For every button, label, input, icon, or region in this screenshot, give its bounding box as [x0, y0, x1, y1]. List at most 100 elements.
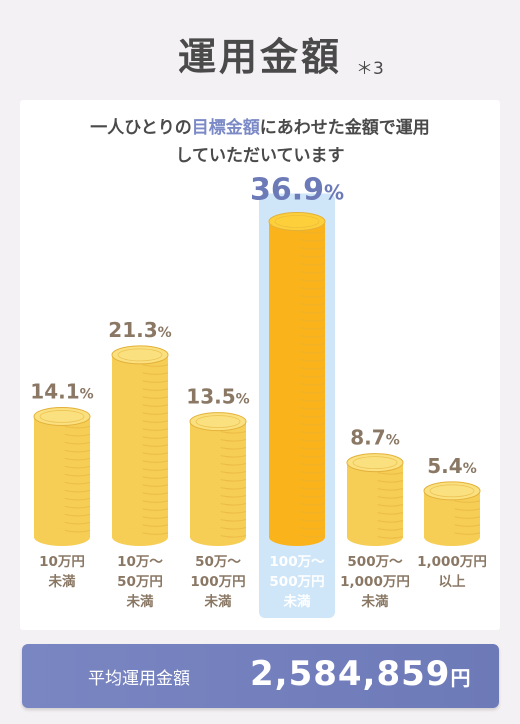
coin-edge-line [299, 367, 326, 370]
data-label-3: 36.9% [250, 173, 344, 208]
coin-edge-line [142, 460, 169, 463]
coin-edge-line [220, 511, 247, 514]
page-title: 運用金額 [0, 26, 520, 81]
coin-edge-line [142, 492, 169, 495]
data-label-value: 5.4 [427, 454, 462, 478]
coin-edge-line [142, 468, 169, 471]
coin-edge-line [377, 520, 404, 523]
coin-edge-line [299, 431, 326, 434]
category-label-1: 未満 [127, 593, 154, 610]
coin-edge-line [299, 415, 326, 418]
coin-edge-line [142, 524, 169, 527]
category-label-0: 10万円 [39, 554, 85, 570]
coin-edge-line [299, 343, 326, 346]
data-label-5: 5.4% [427, 454, 476, 478]
coin-edge-line [299, 295, 326, 298]
coin-edge-line [142, 452, 169, 455]
coin-edge-line [299, 247, 326, 250]
coin-edge-line [142, 372, 169, 375]
coin-edge-line [299, 407, 326, 410]
data-label-unit: % [324, 181, 344, 205]
coin-edge-line [299, 375, 326, 378]
coin-edge-line [220, 439, 247, 442]
coin-stack-top-ring-0 [39, 410, 85, 423]
coin-edge-line [299, 399, 326, 402]
coin-edge-line [299, 303, 326, 306]
coin-edge-line [64, 481, 91, 485]
coin-stack-2 [190, 421, 246, 537]
coin-edge-line [299, 503, 326, 506]
coin-edge-line [377, 512, 404, 515]
category-label-4: 500万〜 [347, 554, 403, 570]
category-label-3: 100万〜 [269, 554, 325, 570]
subtitle-highlight: 目標金額 [191, 118, 260, 138]
coin-edge-line [64, 497, 91, 501]
coin-edge-line [299, 359, 326, 362]
coin-edge-line [64, 449, 91, 453]
footnote-marker: ＊3 [356, 59, 384, 79]
coin-edge-line [142, 388, 169, 391]
data-label-value: 13.5 [186, 385, 235, 409]
coin-edge-line [64, 489, 91, 493]
data-label-value: 8.7 [350, 426, 385, 450]
coin-edge-line [299, 423, 326, 426]
data-label-value: 36.9 [250, 173, 324, 208]
coin-edge-line [299, 351, 326, 354]
coin-edge-line [299, 463, 326, 466]
category-label-3: 未満 [284, 593, 311, 610]
coin-edge-line [142, 380, 169, 383]
coin-edge-line [299, 535, 326, 538]
coin-edge-line [299, 391, 326, 394]
subtitle-text-post: にあわせた金額で運用 [259, 118, 430, 138]
coin-edge-line [299, 487, 326, 490]
coin-edge-line [64, 513, 91, 517]
coin-edge-line [299, 319, 326, 322]
coin-stack-base-4 [347, 528, 403, 546]
coin-stack-top-ring-1 [117, 348, 163, 362]
coin-edge-line [64, 465, 91, 469]
coin-edge-line [377, 480, 404, 483]
data-label-unit: % [386, 433, 400, 449]
coin-edge-line [299, 455, 326, 458]
data-label-0: 14.1% [30, 379, 93, 403]
data-label-value: 14.1 [30, 379, 79, 403]
data-label-4: 8.7% [350, 426, 399, 450]
coin-edge-line [142, 396, 169, 399]
title-text: 運用金額 [177, 35, 342, 79]
data-label-1: 21.3% [108, 318, 171, 342]
coin-edge-line [377, 472, 404, 475]
coin-edge-line [142, 516, 169, 519]
coin-edge-line [142, 476, 169, 479]
coin-edge-line [299, 383, 326, 386]
coin-stack-4 [347, 462, 403, 537]
coin-edge-line [299, 271, 326, 274]
coin-edge-line [64, 529, 91, 533]
coin-edge-line [64, 441, 91, 445]
coin-stack-top-ring-4 [352, 456, 398, 470]
subtitle-line-2: していただいています [175, 146, 345, 166]
coin-edge-line [299, 527, 326, 530]
coin-edge-line [220, 447, 247, 450]
coin-edge-line [299, 471, 326, 474]
coin-edge-line [454, 508, 481, 511]
coin-edge-line [299, 479, 326, 482]
category-label-5: 1,000万円 [417, 554, 487, 570]
coin-edge-line [220, 479, 247, 482]
coin-stack-0 [34, 416, 90, 537]
data-label-value: 21.3 [108, 318, 157, 342]
coin-edge-line [220, 487, 247, 490]
coin-edge-line [220, 431, 247, 434]
coin-edge-line [142, 436, 169, 439]
coin-edge-line [299, 519, 326, 522]
coin-edge-line [64, 425, 91, 429]
coin-edge-line [454, 516, 481, 519]
coin-edge-line [142, 428, 169, 431]
average-amount-unit: 円 [450, 666, 472, 690]
coin-stack-top-ring-5 [429, 484, 475, 498]
coin-edge-line [142, 500, 169, 503]
coin-stack-base-1 [112, 528, 168, 546]
coin-edge-line [299, 447, 326, 450]
coin-edge-line [142, 532, 169, 535]
coin-edge-line [299, 311, 326, 314]
